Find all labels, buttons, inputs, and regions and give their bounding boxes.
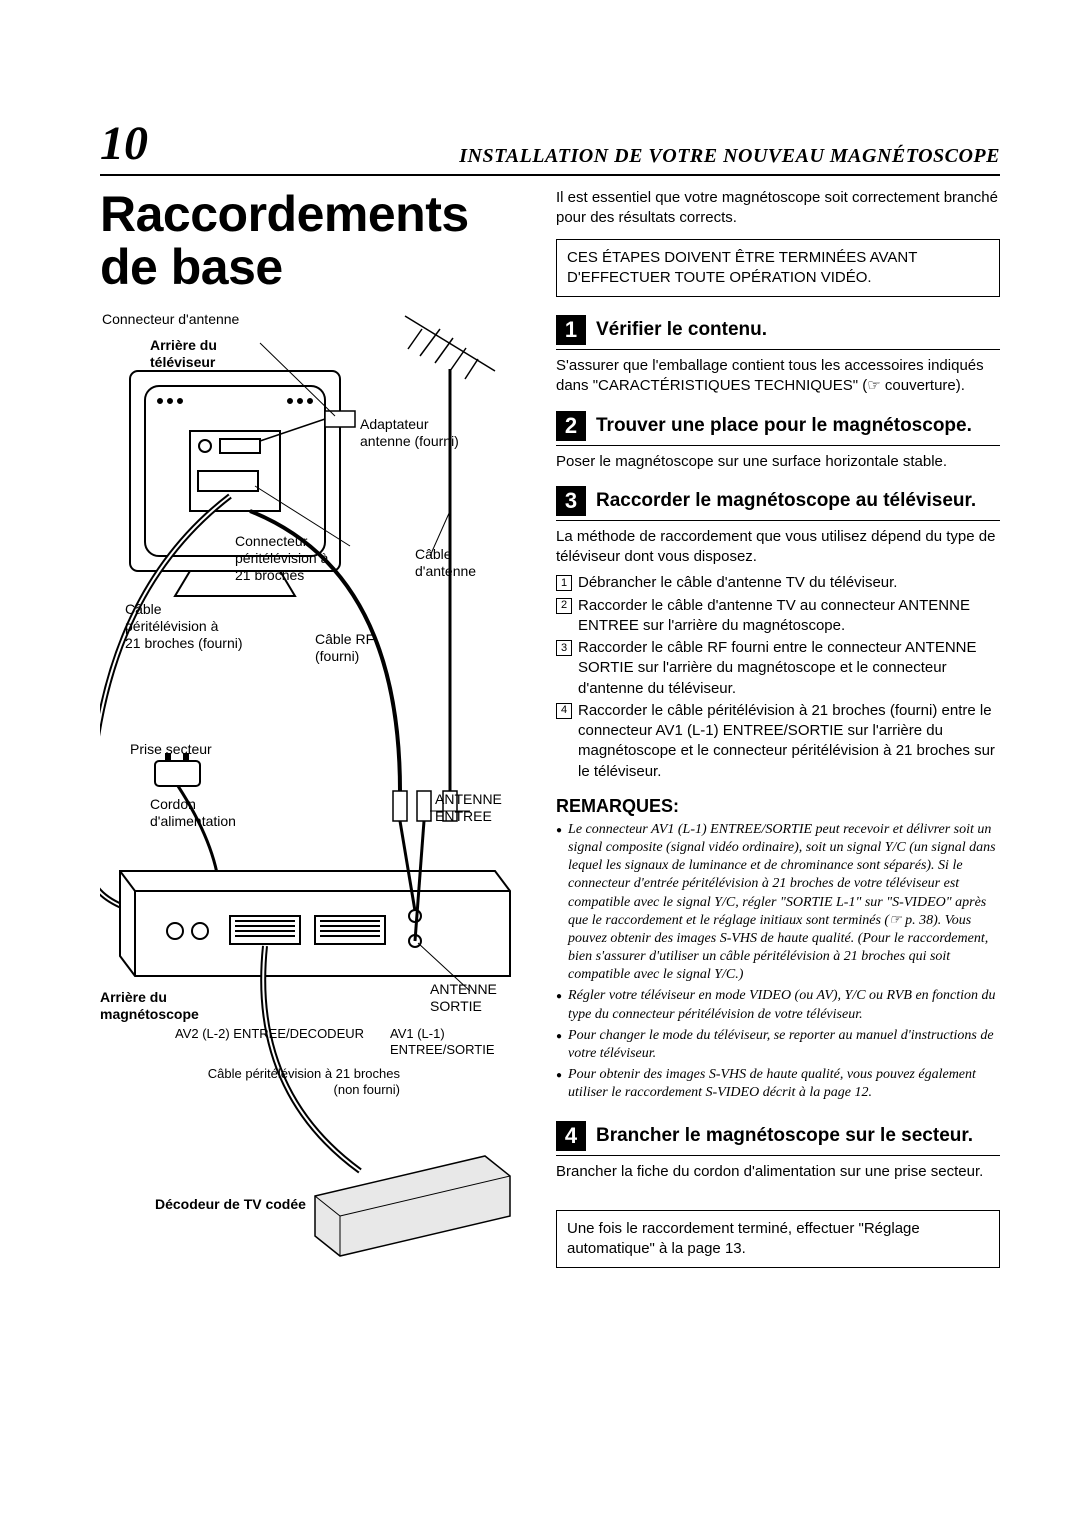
lbl-power-cord: Cordon d'alimentation — [150, 796, 260, 830]
intro-paragraph: Il est essentiel que votre magnétoscope … — [556, 188, 1000, 229]
step-number-badge: 3 — [556, 486, 586, 516]
step-body: Poser le magnétoscope sur une surface ho… — [556, 452, 1000, 472]
right-column: Il est essentiel que votre magnétoscope … — [556, 188, 1000, 1286]
main-title: Raccordements de base — [100, 188, 528, 293]
left-column: Raccordements de base — [100, 188, 528, 1286]
page-number: 10 — [100, 120, 148, 168]
step-title: Vérifier le contenu. — [596, 319, 767, 341]
list-item-text: Raccorder le câble d'antenne TV au conne… — [578, 596, 1000, 637]
remarque-text: Régler votre téléviseur en mode VIDEO (o… — [568, 987, 1000, 1023]
step-title: Trouver une place pour le magnétoscope. — [596, 415, 972, 437]
step-3: 3 Raccorder le magnétoscope au téléviseu… — [556, 486, 1000, 782]
remarque-item: Pour changer le mode du téléviseur, se r… — [556, 1027, 1000, 1063]
lbl-scart-cable: Câble péritélévision à 21 broches (fourn… — [125, 601, 245, 651]
step-header: 3 Raccorder le magnétoscope au téléviseu… — [556, 486, 1000, 521]
page-header: 10 INSTALLATION DE VOTRE NOUVEAU MAGNÉTO… — [100, 120, 1000, 176]
lbl-antenna-connector: Connecteur d'antenne — [102, 311, 239, 328]
numbered-sub-list: 1 Débrancher le câble d'antenne TV du tél… — [556, 573, 1000, 782]
step-header: 2 Trouver une place pour le magnétoscope… — [556, 411, 1000, 446]
lbl-adapter: Adaptateur antenne (fourni) — [360, 416, 470, 450]
step-1: 1 Vérifier le contenu. S'assurer que l'e… — [556, 315, 1000, 397]
lbl-rf-cable: Câble RF (fourni) — [315, 631, 405, 665]
step-number-badge: 1 — [556, 315, 586, 345]
remarque-item: Pour obtenir des images S-VHS de haute q… — [556, 1066, 1000, 1102]
lbl-ant-in: ANTENNE ENTREE — [435, 791, 525, 825]
step-body: Brancher la fiche du cordon d'alimentati… — [556, 1162, 1000, 1182]
list-item: 4 Raccorder le câble péritélévision à 21 … — [556, 701, 1000, 782]
step-title: Raccorder le magnétoscope au téléviseur. — [596, 490, 976, 512]
lbl-tv-back: Arrière du téléviseur — [150, 337, 250, 371]
square-num-icon: 1 — [556, 575, 572, 591]
remarque-text: Le connecteur AV1 (L-1) ENTREE/SORTIE pe… — [568, 821, 1000, 985]
step-title: Brancher le magnétoscope sur le secteur. — [596, 1125, 973, 1147]
list-item: 1 Débrancher le câble d'antenne TV du tél… — [556, 573, 1000, 593]
square-num-icon: 2 — [556, 598, 572, 614]
lbl-av1: AV1 (L-1) ENTREE/SORTIE — [390, 1026, 500, 1057]
lbl-antenna-cable: Câble d'antenne — [415, 546, 505, 580]
lbl-scart-not-supplied: Câble péritélévision à 21 broches (non f… — [200, 1066, 400, 1097]
step-body: S'assurer que l'emballage contient tous … — [556, 356, 1000, 397]
two-column-layout: Raccordements de base — [100, 188, 1000, 1286]
step-number-badge: 2 — [556, 411, 586, 441]
section-title: INSTALLATION DE VOTRE NOUVEAU MAGNÉTOSCO… — [459, 145, 1000, 168]
lbl-av2: AV2 (L-2) ENTREE/DECODEUR — [175, 1026, 364, 1042]
remarque-text: Pour obtenir des images S-VHS de haute q… — [568, 1066, 1000, 1102]
remarque-item: Régler votre téléviseur en mode VIDEO (o… — [556, 987, 1000, 1023]
square-num-icon: 3 — [556, 640, 572, 656]
list-item: 2 Raccorder le câble d'antenne TV au conn… — [556, 596, 1000, 637]
lbl-mains-plug: Prise secteur — [130, 741, 212, 758]
lbl-vcr-back: Arrière du magnétoscope — [100, 989, 220, 1023]
list-item-text: Raccorder le câble RF fourni entre le co… — [578, 638, 1000, 699]
step-header: 4 Brancher le magnétoscope sur le secteu… — [556, 1121, 1000, 1156]
step-body: La méthode de raccordement que vous util… — [556, 527, 1000, 782]
connection-diagram: Connecteur d'antenne Arrière du télévise… — [100, 311, 520, 1271]
remarques-list: Le connecteur AV1 (L-1) ENTREE/SORTIE pe… — [556, 821, 1000, 1103]
remarque-text: Pour changer le mode du téléviseur, se r… — [568, 1027, 1000, 1063]
lbl-scart-connector: Connecteur péritélévision à 21 broches — [235, 533, 355, 583]
lbl-decoder: Décodeur de TV codée — [155, 1196, 306, 1213]
step-header: 1 Vérifier le contenu. — [556, 315, 1000, 350]
list-item: 3 Raccorder le câble RF fourni entre le c… — [556, 638, 1000, 699]
step-number-badge: 4 — [556, 1121, 586, 1151]
final-box: Une fois le raccordement terminé, effect… — [556, 1210, 1000, 1269]
remarque-item: Le connecteur AV1 (L-1) ENTREE/SORTIE pe… — [556, 821, 1000, 985]
square-num-icon: 4 — [556, 703, 572, 719]
remarques-heading: REMARQUES: — [556, 796, 1000, 817]
lbl-ant-out: ANTENNE SORTIE — [430, 981, 520, 1015]
warning-box: CES ÉTAPES DOIVENT ÊTRE TERMINÉES AVANT … — [556, 239, 1000, 298]
step-4: 4 Brancher le magnétoscope sur le secteu… — [556, 1121, 1000, 1182]
step-body-text: La méthode de raccordement que vous util… — [556, 528, 995, 565]
list-item-text: Raccorder le câble péritélévision à 21 b… — [578, 701, 1000, 782]
step-2: 2 Trouver une place pour le magnétoscope… — [556, 411, 1000, 472]
list-item-text: Débrancher le câble d'antenne TV du télé… — [578, 573, 897, 593]
